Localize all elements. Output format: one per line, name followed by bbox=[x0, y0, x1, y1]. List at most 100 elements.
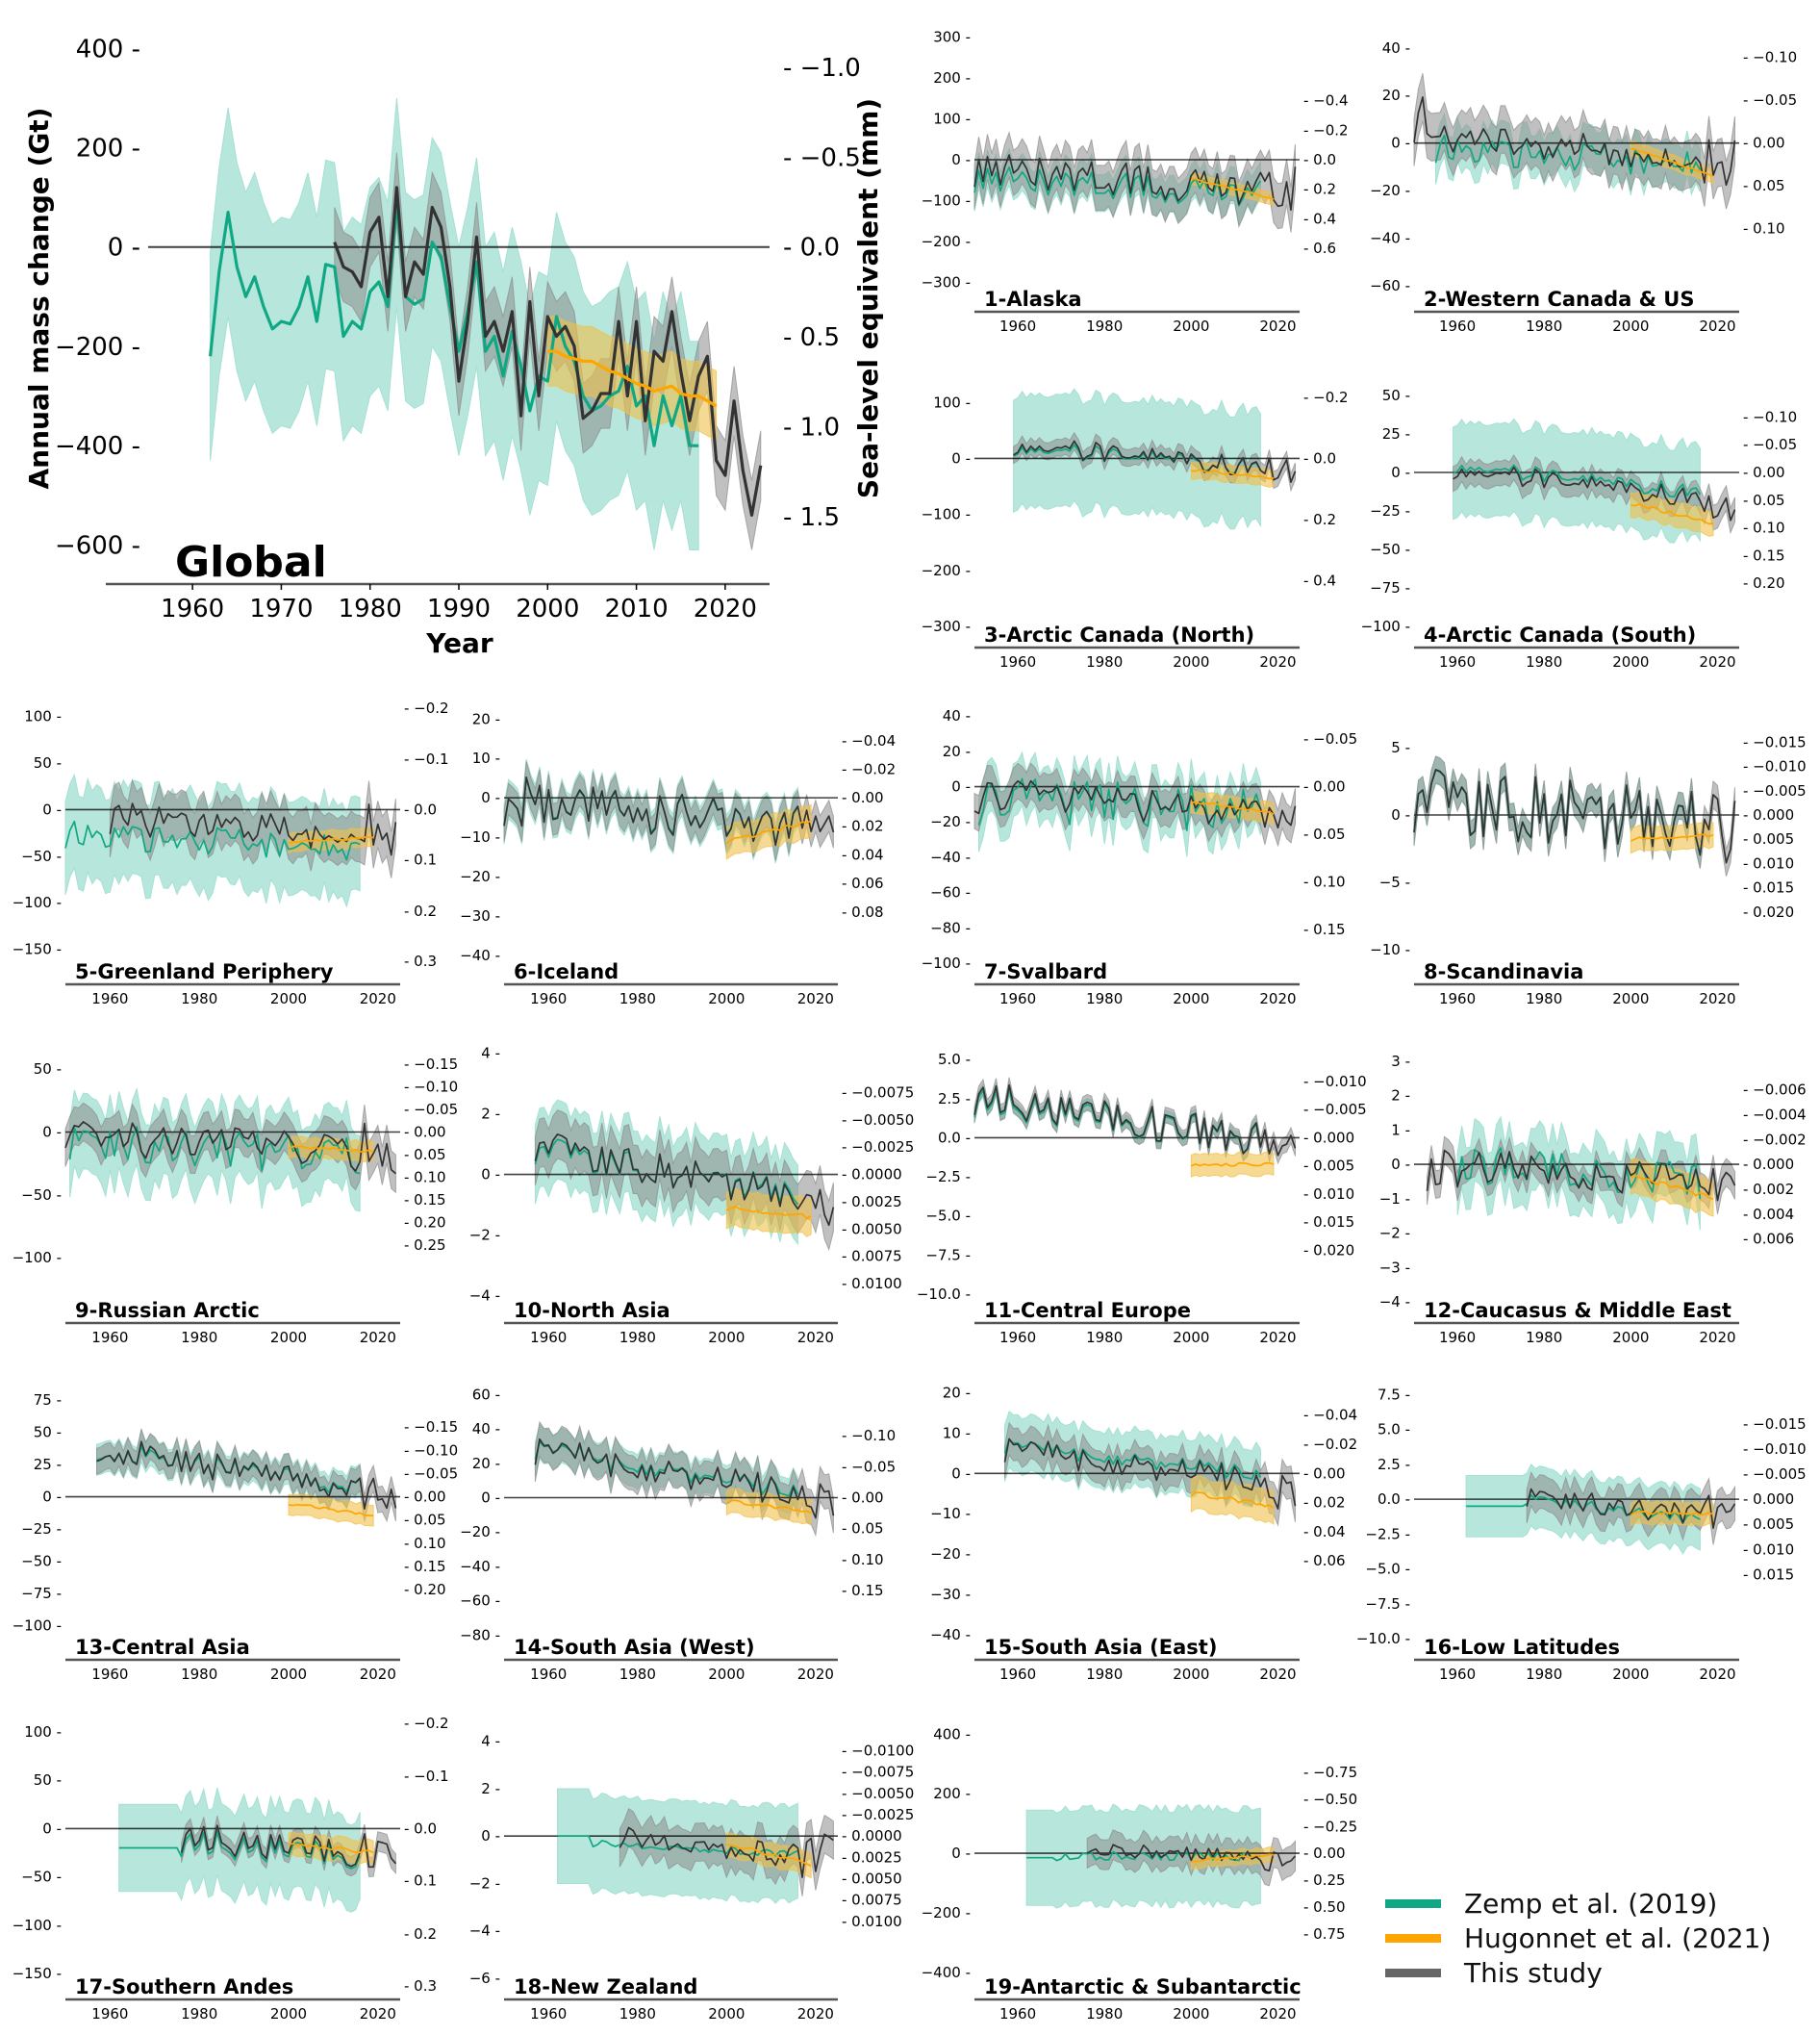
y-right-tick-label: - 0.02 bbox=[842, 818, 884, 835]
panel-title: 11-Central Europe bbox=[984, 1299, 1191, 1322]
series-line-this-study bbox=[1453, 466, 1736, 522]
y-right-tick-label: - 0.2 bbox=[404, 903, 437, 920]
panel-title: 4-Arctic Canada (South) bbox=[1424, 624, 1696, 647]
panel-title: 12-Caucasus & Middle East bbox=[1424, 1299, 1732, 1322]
y-tick-label: −7.5 - bbox=[925, 1246, 971, 1263]
y-right-tick-label: - 0.06 bbox=[1303, 1552, 1346, 1569]
y-right-tick-label: - 0.000 bbox=[1303, 1129, 1354, 1146]
y-right-tick-label: - −0.5 bbox=[783, 143, 861, 172]
legend-label-this-study: This study bbox=[1464, 1956, 1603, 1989]
y-tick-label: −40 - bbox=[930, 849, 971, 866]
panel-region-16: 1960 1980 2000 2020 7.5 - 5.0 - 2.5 - 0.0 - −2.5… bbox=[1356, 1386, 1807, 1683]
y-tick-label: −2.5 - bbox=[1365, 1525, 1410, 1542]
y-tick-label: −100 - bbox=[13, 894, 62, 911]
x-tick-label: 2020 bbox=[797, 1666, 834, 1683]
y-tick-label: −40 - bbox=[460, 1558, 500, 1575]
y-right-tick-label: - −0.0075 bbox=[842, 1083, 914, 1101]
y-tick-label: −5.0 - bbox=[1365, 1561, 1410, 1578]
y-tick-label: 0 - bbox=[481, 789, 500, 806]
panel-title: 17-Southern Andes bbox=[75, 1975, 293, 1998]
y-tick-label: −20 - bbox=[930, 813, 971, 830]
y-right-tick-label: - −0.010 bbox=[1303, 1073, 1367, 1090]
series-line-hugonnet bbox=[1191, 801, 1275, 815]
series-line-zemp bbox=[68, 1126, 361, 1175]
x-tick-label: 2000 bbox=[1173, 653, 1209, 671]
y-right-tick-label: - 0.25 bbox=[404, 1236, 446, 1254]
legend-swatch-zemp bbox=[1385, 1898, 1441, 1908]
x-tick-label: 2000 bbox=[1612, 1329, 1649, 1346]
y-right-tick-label: - −0.10 bbox=[1743, 49, 1797, 66]
x-tick-label: 1980 bbox=[1526, 1666, 1562, 1683]
y-tick-label: −300 - bbox=[922, 274, 971, 292]
x-tick-label: 1960 bbox=[530, 1329, 567, 1346]
y-right-tick-label: - −0.005 bbox=[1303, 1101, 1367, 1118]
y-right-tick-label: - 0.015 bbox=[1743, 1565, 1794, 1583]
y-right-tick-label: - 0.10 bbox=[1303, 874, 1346, 891]
y-tick-label: 4 - bbox=[481, 1044, 500, 1061]
panel-title: 14-South Asia (West) bbox=[514, 1636, 755, 1659]
band-hugonnet bbox=[1190, 1151, 1275, 1178]
series-line-hugonnet bbox=[288, 1843, 374, 1854]
y-right-tick-label: - 0.00 bbox=[1303, 778, 1346, 796]
x-tick-label: 2020 bbox=[360, 990, 396, 1007]
panel-global: 1960 1970 1980 1990 2000 2010 2020 400 - 200 - 0 … bbox=[55, 35, 861, 624]
y-tick-label: 20 - bbox=[1382, 87, 1410, 104]
y-right-tick-label: - 0.0025 bbox=[842, 1848, 902, 1866]
y-tick-label: −2 - bbox=[469, 1227, 500, 1244]
y-tick-label: −100 - bbox=[1361, 618, 1410, 635]
legend-swatch-hugonnet bbox=[1385, 1933, 1441, 1943]
band-hugonnet bbox=[1630, 491, 1714, 537]
series-line-zemp bbox=[64, 820, 361, 861]
band-hugonnet bbox=[288, 1493, 374, 1527]
series-line-hugonnet bbox=[288, 836, 374, 845]
series-line-this-study bbox=[1086, 1844, 1297, 1872]
x-tick-label: 1970 bbox=[249, 595, 313, 624]
y-tick-label: −80 - bbox=[930, 919, 971, 936]
y-right-tick-label: - 0.04 bbox=[1303, 1523, 1346, 1540]
x-tick-label: 1980 bbox=[1526, 653, 1562, 671]
panel-region-11: 1960 1980 2000 2020 5.0 - 2.5 - 0.0 - −2.5 - −5.… bbox=[917, 1051, 1367, 1346]
y-right-tick-label: - −0.05 bbox=[1743, 91, 1797, 109]
y-right-tick-label: - 0.3 bbox=[404, 953, 437, 970]
y-tick-label: 50 - bbox=[34, 1771, 62, 1789]
band-this-study bbox=[1413, 755, 1735, 877]
x-tick-label: 1980 bbox=[1086, 318, 1123, 335]
y-right-tick-label: - 1.5 bbox=[783, 503, 840, 532]
x-tick-label: 2020 bbox=[797, 1329, 834, 1346]
y-right-tick-label: - 0.00 bbox=[1303, 1464, 1346, 1482]
panel-region-18: 1960 1980 2000 2020 4 - 2 - 0 - −2 - −4 - −6 - - −… bbox=[469, 1733, 915, 2023]
y-right-tick-label: - 0.005 bbox=[1743, 830, 1794, 848]
series-line-this-study bbox=[503, 776, 835, 847]
y-right-tick-label: - 0.0000 bbox=[842, 1166, 902, 1183]
y-right-tick-label: - 0.50 bbox=[1303, 1898, 1346, 1916]
y-right-tick-label: - 0.006 bbox=[1743, 1231, 1794, 1248]
panel-region-14: 1960 1980 2000 2020 60 - 40 - 20 - 0 - −20 - −40 … bbox=[460, 1386, 896, 1683]
y-right-tick-label: - 0.02 bbox=[1303, 1493, 1346, 1511]
x-tick-label: 2020 bbox=[1699, 318, 1735, 335]
y-tick-label: −150 - bbox=[13, 1965, 62, 1982]
series-line-zemp bbox=[1434, 134, 1702, 175]
y-right-tick-label: - −0.50 bbox=[1303, 1791, 1357, 1808]
x-tick-label: 2020 bbox=[1259, 1329, 1296, 1346]
y-tick-label: −75 - bbox=[21, 1585, 62, 1602]
y-tick-label: −100 - bbox=[13, 1917, 62, 1934]
x-tick-label: 1980 bbox=[619, 1329, 656, 1346]
y-right-tick-label: - 0.0 bbox=[1303, 449, 1336, 467]
band-hugonnet bbox=[725, 803, 812, 860]
x-tick-label: 1980 bbox=[1086, 1666, 1123, 1683]
y-tick-label: 2.5 - bbox=[1378, 1456, 1410, 1473]
panel-title: 1-Alaska bbox=[984, 288, 1082, 311]
y-tick-label: 75 - bbox=[34, 1391, 62, 1409]
y-tick-label: 0.0 - bbox=[1378, 1490, 1410, 1508]
x-tick-label: 2000 bbox=[1173, 990, 1209, 1007]
y-tick-label: 0 - bbox=[951, 778, 971, 796]
y-tick-label: 0 - bbox=[481, 1489, 500, 1506]
y-tick-label: −10.0 - bbox=[917, 1285, 971, 1303]
y-tick-label: −400 - bbox=[55, 432, 140, 461]
y-right-tick-label: - 0.000 bbox=[1743, 806, 1794, 824]
y-tick-label: 50 - bbox=[34, 754, 62, 772]
y-tick-label: −5.0 - bbox=[925, 1208, 971, 1225]
y-tick-label: −100 - bbox=[922, 192, 971, 210]
y-tick-label: 400 - bbox=[933, 1725, 971, 1743]
